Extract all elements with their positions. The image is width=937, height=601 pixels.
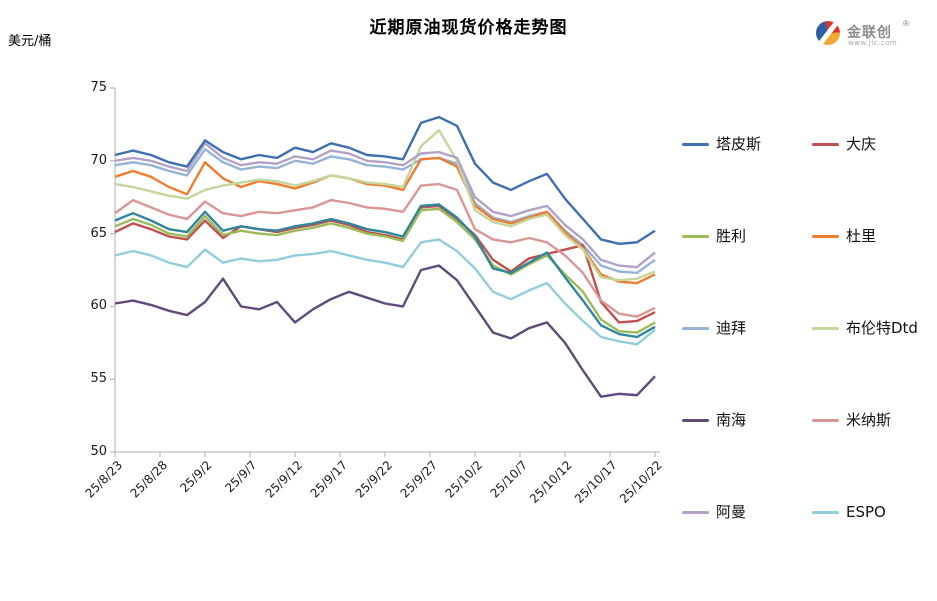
legend-swatch	[682, 419, 709, 422]
y-axis-unit-label: 美元/桶	[8, 34, 52, 49]
legend-swatch	[812, 511, 839, 514]
legend-label: 阿曼	[716, 503, 747, 521]
legend-swatch	[812, 143, 839, 146]
series-line-大庆	[114, 204, 656, 324]
legend-label: 迪拜	[716, 319, 747, 337]
legend-swatch	[682, 511, 709, 514]
y-tick-label: 50	[90, 444, 107, 459]
series-line-阿曼	[114, 142, 656, 269]
series-line-布伦特Dtd	[114, 128, 656, 282]
y-tick-label: 75	[90, 80, 107, 95]
series-line-杜里	[114, 156, 656, 285]
legend-swatch	[812, 327, 839, 330]
legend-label: ESPO	[846, 503, 886, 521]
jlc-logo-icon	[816, 21, 840, 45]
legend-label: 米纳斯	[846, 411, 892, 429]
y-tick-label: 55	[90, 371, 107, 387]
y-tick-label: 65	[90, 225, 107, 241]
legend-swatch	[812, 419, 839, 422]
series-line-米纳斯	[114, 182, 656, 318]
legend-label: 大庆	[846, 135, 877, 153]
series-line-ESPO	[114, 238, 656, 346]
registered-mark: ®	[902, 19, 910, 28]
y-tick-label: 70	[90, 152, 107, 168]
legend-label: 布伦特Dtd	[846, 319, 918, 337]
legend-label: 塔皮斯	[716, 135, 762, 153]
series-line-塔皮斯	[114, 115, 656, 246]
jlc-logo-text: 金联创	[847, 25, 892, 41]
legend-label: 南海	[716, 411, 747, 429]
legend-label: 胜利	[716, 227, 747, 245]
series-line-胜利	[114, 207, 656, 334]
series-line-unlabeled	[114, 203, 656, 339]
series-line-南海	[114, 264, 656, 398]
jlc-logo-url: www.jlc.com	[848, 39, 898, 47]
legend-swatch	[682, 327, 709, 330]
legend-swatch	[682, 143, 709, 146]
y-tick-label: 60	[90, 298, 107, 314]
jlc-logo: 金联创 ® www.jlc.com	[816, 19, 931, 53]
legend-swatch	[682, 235, 709, 238]
legend-label: 杜里	[846, 227, 877, 245]
chart-title: 近期原油现货价格走势图	[369, 18, 568, 38]
legend-swatch	[812, 235, 839, 238]
